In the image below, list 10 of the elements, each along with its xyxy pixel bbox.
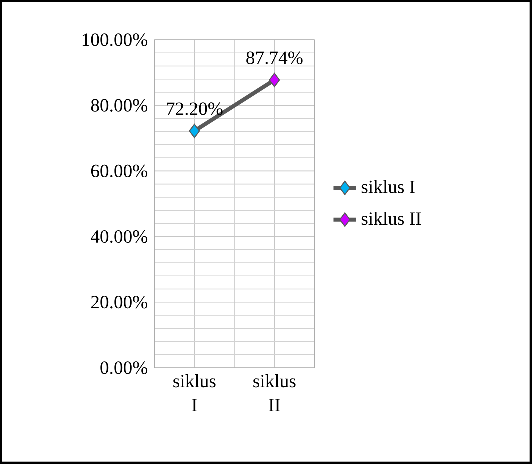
y-tick-label: 0.00% bbox=[100, 362, 148, 374]
data-label: 72.20% bbox=[167, 102, 223, 116]
y-tick-label: 80.00% bbox=[91, 99, 148, 112]
legend-label: siklus II bbox=[362, 212, 422, 226]
y-tick-label: 20.00% bbox=[91, 296, 148, 309]
data-label: 87.74% bbox=[246, 52, 303, 64]
legend-label: siklus I bbox=[362, 180, 415, 194]
y-tick-label: 40.00% bbox=[90, 230, 148, 244]
y-tick-label: 100.00% bbox=[82, 34, 148, 46]
y-tick-label: 60.00% bbox=[91, 164, 148, 178]
